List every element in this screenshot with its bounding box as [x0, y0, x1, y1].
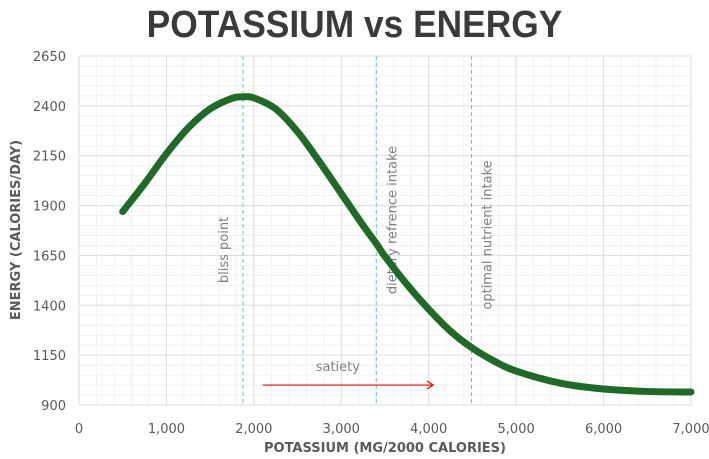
x-tick-label: 1,000: [148, 422, 185, 437]
x-tick-label: 6,000: [585, 422, 622, 437]
satiety-arrowhead-icon: [426, 380, 435, 390]
reference-lines: bliss point dietary refrence intake optima…: [217, 56, 496, 405]
series-line-energy: [119, 93, 695, 396]
y-tick-label: 1650: [33, 249, 66, 264]
satiety-label: satiety: [316, 360, 361, 375]
reference-line-label: optimal nutrient intake: [481, 160, 496, 309]
x-tick-label: 2,000: [235, 422, 272, 437]
annotations: satiety: [262, 360, 435, 390]
x-tick-label: 3,000: [323, 422, 360, 437]
y-tick-label: 1900: [33, 200, 66, 215]
y-tick-label: 2150: [33, 150, 66, 165]
reference-line-label: bliss point: [217, 217, 232, 283]
y-tick-label: 1400: [33, 299, 66, 314]
y-tick-label: 2650: [33, 50, 66, 65]
x-tick-label: 4,000: [410, 422, 447, 437]
x-tick-labels: 0 1,000 2,000 3,000 4,000 5,000 6,000 7,000: [75, 422, 709, 437]
y-axis-title: ENERGY (CALORIES/DAY): [9, 140, 24, 320]
x-axis-title: POTASSIUM (MG/2000 CALORIES): [264, 441, 506, 456]
y-tick-label: 900: [41, 399, 66, 414]
x-tick-label: 0: [75, 422, 83, 437]
y-tick-label: 1150: [33, 349, 66, 364]
series: [119, 93, 695, 396]
grid: [78, 55, 692, 406]
x-tick-label: 7,000: [672, 422, 709, 437]
y-tick-labels: 900 1150 1400 1650 1900 2150 2400 2650: [33, 50, 66, 414]
chart-title: POTASSIUM vs ENERGY: [146, 4, 563, 46]
x-tick-label: 5,000: [498, 422, 535, 437]
y-tick-label: 2400: [33, 100, 66, 115]
